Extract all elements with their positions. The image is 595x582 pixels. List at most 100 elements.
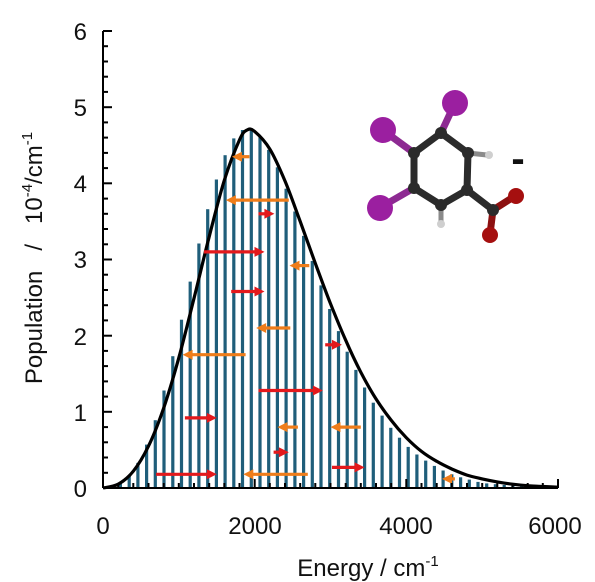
- red-arrow-head: [254, 286, 265, 297]
- red-arrow: [332, 462, 365, 473]
- bar: [214, 179, 218, 488]
- bar: [493, 484, 497, 488]
- iodine-atom: [367, 195, 393, 221]
- x-axis-title-sup: -1: [425, 553, 438, 570]
- bar: [171, 356, 175, 488]
- iodine-atom: [370, 117, 396, 143]
- red-arrow-head: [331, 339, 342, 350]
- bar: [319, 285, 323, 488]
- bar: [432, 465, 436, 488]
- red-arrow-head: [206, 469, 217, 480]
- bar: [267, 149, 271, 489]
- iodine-atom: [442, 90, 468, 116]
- bar: [467, 479, 471, 488]
- bar: [459, 477, 463, 488]
- orange-arrow-head: [182, 349, 193, 360]
- orange-arrow-head: [256, 323, 267, 333]
- orange-arrow: [231, 151, 250, 162]
- red-arrow-head: [312, 385, 323, 396]
- x-tick-label: 4000: [379, 513, 432, 540]
- y-tick-label: 4: [74, 171, 87, 198]
- bar-series: [110, 130, 541, 489]
- orange-arrow-head: [289, 260, 300, 271]
- bar: [336, 331, 341, 488]
- bar: [293, 211, 297, 488]
- red-arrow-head: [264, 208, 275, 219]
- bar: [328, 309, 332, 488]
- orange-arrow-head: [231, 151, 242, 162]
- x-tick-label: 2000: [228, 513, 281, 540]
- orange-arrow: [277, 422, 298, 433]
- bar: [153, 420, 157, 488]
- red-arrow: [273, 447, 289, 458]
- red-arrow-head: [278, 447, 289, 458]
- y-tick-label: 6: [74, 19, 87, 46]
- red-arrow: [325, 339, 342, 350]
- carbon-atom: [435, 127, 447, 139]
- y-tick-label: 3: [74, 247, 87, 274]
- carbon-atom: [435, 199, 447, 211]
- orange-arrow-head: [243, 469, 254, 480]
- orange-arrow: [256, 323, 291, 333]
- bond: [463, 149, 472, 194]
- bar: [345, 351, 349, 488]
- y-tick-label: 1: [74, 400, 87, 427]
- bar: [389, 427, 393, 488]
- y-tick-label: 0: [74, 476, 87, 503]
- orange-arrow-head: [225, 195, 236, 206]
- hydrogen-atom: [437, 220, 445, 228]
- y-axis-title-text: Population / 10: [21, 197, 48, 384]
- x-tick-label: 6000: [528, 513, 581, 540]
- bar: [476, 481, 480, 488]
- orange-arrow-head: [330, 422, 341, 433]
- y-axis-title: Population / 10-4/cm-1: [19, 132, 48, 384]
- bar: [397, 437, 402, 488]
- bar: [363, 387, 367, 488]
- bar: [415, 454, 419, 488]
- bar: [162, 390, 166, 488]
- bar: [406, 446, 410, 488]
- y-axis-title-unit: /cm: [21, 145, 48, 184]
- orange-arrow: [330, 422, 361, 433]
- carbon-atom: [487, 204, 499, 216]
- bar: [485, 483, 489, 488]
- red-arrow: [258, 208, 275, 219]
- bar: [240, 130, 245, 488]
- carbon-atom: [408, 147, 420, 159]
- orange-arrow: [243, 469, 308, 480]
- bar: [380, 415, 384, 488]
- y-tick-label: 2: [74, 324, 87, 351]
- bar: [502, 485, 506, 488]
- orange-arrow: [442, 473, 455, 484]
- bar: [258, 136, 262, 488]
- orange-arrow-head: [277, 422, 288, 433]
- bar: [223, 155, 227, 488]
- red-arrow-head: [206, 412, 217, 423]
- red-arrow: [184, 412, 217, 423]
- x-axis-title: Energy / cm-1: [297, 553, 438, 582]
- bar: [197, 243, 201, 488]
- orange-arrow: [225, 195, 289, 206]
- red-arrow: [156, 469, 217, 480]
- bar: [232, 138, 236, 488]
- red-arrow-head: [254, 246, 265, 257]
- bar: [371, 402, 375, 488]
- x-tick-labels: 0 2000 4000 6000: [96, 513, 581, 540]
- red-arrow: [231, 286, 265, 297]
- carbon-atom: [408, 182, 420, 194]
- bar: [284, 188, 288, 488]
- bar: [127, 475, 131, 488]
- bar: [424, 460, 428, 488]
- red-arrow: [258, 385, 323, 396]
- x-tick-label: 0: [96, 513, 109, 540]
- bar: [310, 261, 314, 488]
- tick-marks: [102, 30, 559, 489]
- x-axis-title-text: Energy / cm: [297, 555, 425, 582]
- arrow-annotations: [156, 151, 455, 484]
- molecule-inset: -: [367, 90, 525, 243]
- hydrogen-atom: [485, 151, 493, 159]
- carbon-atom: [462, 147, 474, 159]
- charge-label: -: [511, 137, 524, 181]
- bar: [145, 444, 149, 488]
